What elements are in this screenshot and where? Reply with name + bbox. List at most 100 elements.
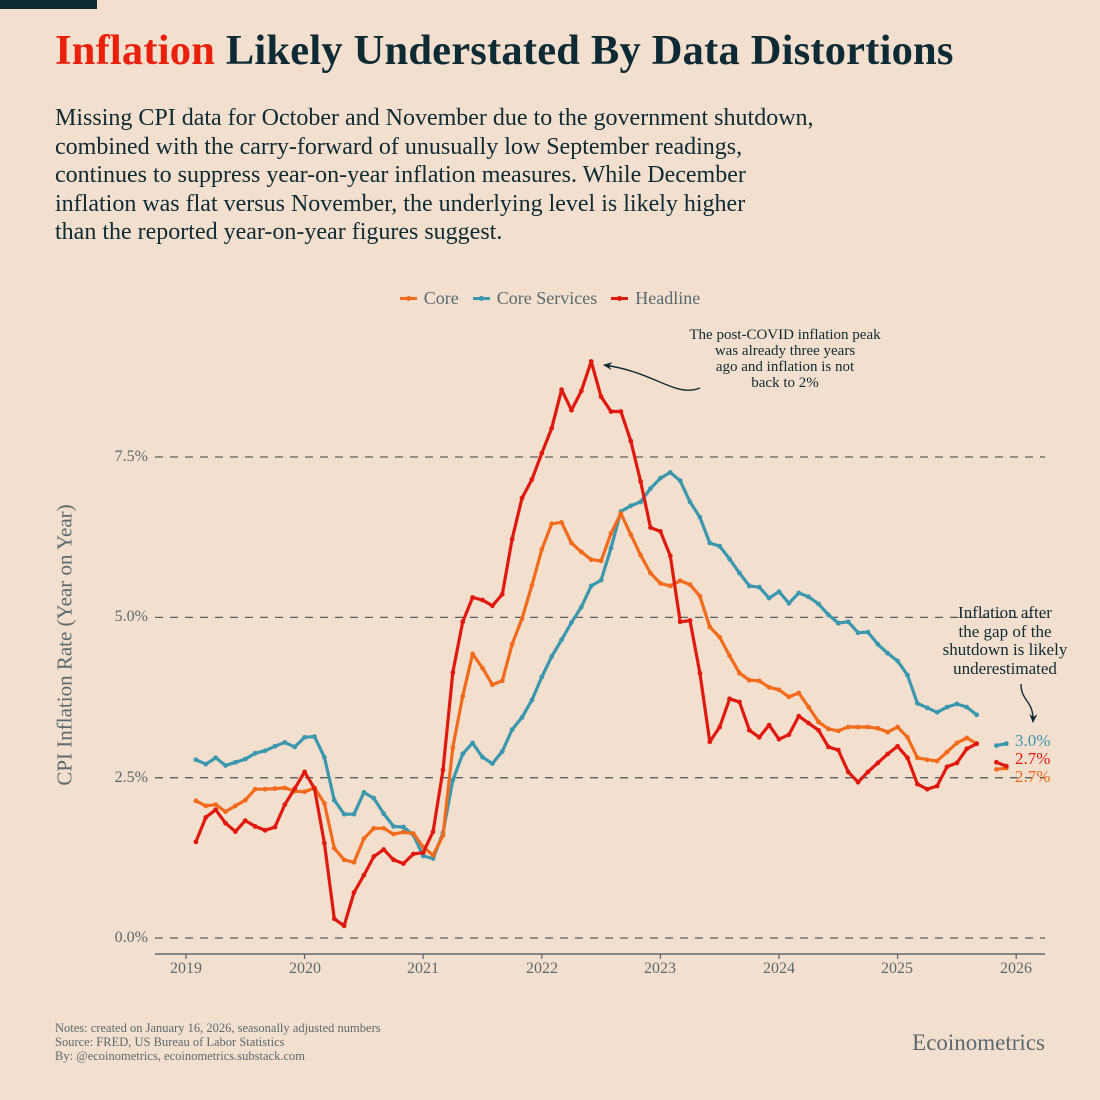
data-point-headline	[835, 747, 841, 753]
data-point-core	[331, 845, 337, 851]
data-point-core	[806, 704, 812, 710]
annotation-arrow-shutdown	[1020, 683, 1038, 723]
data-point-core-services	[549, 654, 555, 659]
data-point-core-services	[667, 470, 673, 475]
data-point-core	[282, 785, 288, 791]
data-point-core-services	[381, 811, 387, 816]
data-point-core	[905, 734, 910, 740]
end-label-core: 2.7%	[1015, 767, 1051, 786]
data-point-core	[618, 511, 624, 516]
data-point-core	[934, 758, 940, 764]
data-point-core-services	[193, 757, 199, 763]
data-point-core-services	[786, 600, 792, 606]
data-point-core	[737, 670, 742, 676]
data-point-core	[529, 582, 535, 588]
data-point-headline	[282, 802, 288, 808]
annotation-line: the gap of the	[958, 621, 1052, 641]
data-point-core	[341, 857, 347, 863]
annotation-line: was already three years	[714, 343, 856, 359]
data-point-core-services	[578, 604, 584, 610]
data-point-headline	[905, 755, 910, 761]
x-tick-label: 2024	[763, 960, 795, 977]
data-point-headline	[519, 495, 525, 501]
data-point-headline	[480, 597, 485, 603]
data-point-core	[707, 624, 713, 630]
data-point-core	[460, 693, 466, 699]
data-point-core	[499, 678, 505, 684]
subtitle-line: Missing CPI data for October and Novembe…	[55, 105, 814, 131]
data-point-core-services	[776, 589, 782, 595]
data-point-core-services	[766, 595, 772, 601]
data-point-core	[272, 786, 278, 791]
data-point-core	[845, 724, 851, 730]
data-point-headline	[401, 861, 406, 867]
data-point-core-services	[638, 499, 644, 505]
data-point-core	[410, 831, 416, 836]
data-point-core	[321, 800, 327, 806]
page-title: Inflation Likely Understated By Data Dis…	[55, 26, 954, 75]
data-point-headline	[727, 696, 732, 702]
data-point-headline	[430, 829, 436, 834]
data-point-core	[519, 616, 525, 622]
brand-logo-text: Ecoinometrics	[912, 1030, 1045, 1055]
series-headline	[193, 359, 1009, 929]
data-point-core-services	[796, 590, 802, 596]
legend-item-core: Core	[399, 288, 459, 309]
x-tick-label: 2021	[407, 960, 439, 977]
data-point-headline	[351, 890, 357, 895]
data-point-headline	[895, 743, 900, 749]
data-point-core-services	[242, 756, 248, 762]
data-point-core-services	[341, 811, 347, 817]
data-point-core	[233, 803, 238, 809]
data-point-headline	[766, 722, 772, 728]
data-point-core-services	[1003, 741, 1009, 747]
data-point-core-services	[964, 704, 970, 710]
data-point-headline	[618, 409, 624, 414]
data-point-core	[430, 852, 436, 858]
data-point-headline	[559, 387, 564, 393]
data-point-core-services	[262, 748, 268, 754]
data-point-core-services	[450, 777, 456, 783]
legend-label: Core	[423, 288, 459, 308]
data-point-core	[489, 682, 495, 688]
data-point-headline	[292, 786, 298, 791]
data-point-core-services	[401, 824, 406, 830]
data-point-core-services	[489, 761, 495, 766]
data-point-core-services	[895, 658, 900, 664]
data-point-core	[746, 677, 752, 683]
source-text: Source: FRED, US Bureau of Labor Statist…	[55, 1035, 285, 1049]
data-point-core-services	[292, 744, 298, 750]
chart-legend: Core Core Services Headline	[0, 288, 1100, 309]
data-point-core-services	[539, 674, 545, 680]
data-point-core-services	[470, 740, 476, 746]
series-core	[193, 511, 1009, 865]
data-point-headline	[321, 840, 327, 846]
data-point-core	[578, 549, 584, 555]
data-point-headline	[638, 478, 644, 484]
end-label-headline: 2.7%	[1015, 749, 1051, 768]
data-point-headline	[717, 724, 723, 730]
data-point-headline	[944, 764, 950, 770]
data-point-core-services	[707, 540, 713, 546]
data-point-headline	[509, 536, 515, 542]
data-point-headline	[539, 450, 545, 456]
data-point-headline	[826, 744, 831, 750]
data-point-core	[569, 540, 574, 546]
data-point-core-services	[233, 759, 238, 765]
data-point-headline	[875, 760, 881, 766]
y-tick-label: 2.5%	[114, 769, 148, 786]
data-point-core	[766, 684, 772, 690]
data-point-core-services	[391, 824, 396, 829]
legend-swatch-core-services	[472, 295, 490, 301]
data-point-core-services	[835, 620, 841, 626]
data-point-core	[440, 832, 446, 838]
data-point-headline	[677, 619, 683, 625]
data-point-core	[223, 809, 228, 815]
data-point-core-services	[865, 629, 871, 635]
data-point-core	[559, 520, 564, 525]
data-point-core	[351, 859, 357, 865]
data-point-core	[213, 802, 219, 808]
title-highlight: Inflation	[55, 27, 216, 74]
legend-label: Headline	[635, 288, 701, 308]
data-point-core	[667, 583, 673, 589]
